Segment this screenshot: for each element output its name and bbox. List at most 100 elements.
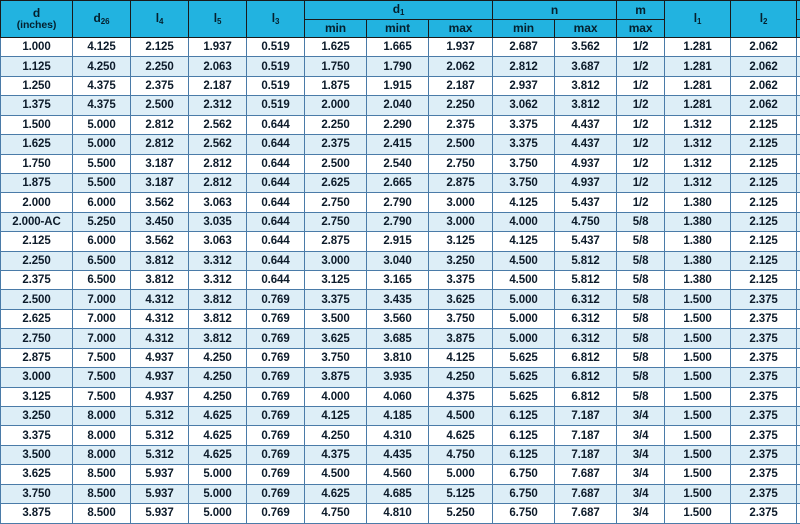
table-cell: 1.250 [1, 76, 73, 95]
table-cell: 5.000 [189, 504, 247, 523]
column-group-header-d1: d1 [305, 1, 493, 20]
table-cell: 6.750 [493, 484, 555, 503]
table-cell: 2.000 [305, 96, 367, 115]
table-cell: 1.750 [1, 154, 73, 173]
table-cell: 5.000 [73, 115, 131, 134]
table-cell: 4.437 [555, 135, 617, 154]
table-cell: 0.060 [797, 484, 800, 503]
table-cell: 1/2 [617, 135, 665, 154]
table-cell: 0.519 [247, 96, 305, 115]
table-cell: 2.125 [731, 115, 797, 134]
table-cell: 1.380 [665, 251, 731, 270]
table-cell: 0.040 [797, 173, 800, 192]
table-cell: 7.187 [555, 407, 617, 426]
table-cell: 1.380 [665, 271, 731, 290]
table-cell: 4.125 [493, 193, 555, 212]
table-cell: 5.312 [131, 445, 189, 464]
table-cell: 2.375 [731, 407, 797, 426]
table-cell: 0.644 [247, 232, 305, 251]
table-cell: 4.625 [189, 407, 247, 426]
table-cell: 3.000 [429, 212, 493, 231]
column-group-header-n: n [493, 1, 617, 20]
table-cell: 0.769 [247, 426, 305, 445]
table-cell: 5.812 [555, 271, 617, 290]
table-cell: 3.250 [1, 407, 73, 426]
table-cell: 0.644 [247, 212, 305, 231]
table-cell: 1.875 [305, 76, 367, 95]
column-header-l2: l2 [731, 1, 797, 38]
column-header-d: d (inches) [1, 1, 73, 38]
table-cell: 2.125 [731, 173, 797, 192]
table-cell: 7.500 [73, 387, 131, 406]
table-cell: 4.000 [493, 212, 555, 231]
table-cell: 5/8 [617, 232, 665, 251]
table-cell: 6.312 [555, 309, 617, 328]
table-cell: 3.000 [305, 251, 367, 270]
table-cell: 2.500 [305, 154, 367, 173]
table-cell: 2.812 [189, 173, 247, 192]
column-header-l5-subscript: 5 [217, 17, 221, 26]
table-cell: 2.562 [189, 115, 247, 134]
table-cell: 4.250 [189, 387, 247, 406]
table-cell: 2.250 [131, 57, 189, 76]
table-cell: 2.625 [305, 173, 367, 192]
table-cell: 0.060 [797, 309, 800, 328]
table-cell: 1.750 [305, 57, 367, 76]
table-cell: 4.435 [367, 445, 429, 464]
table-cell: 0.060 [797, 465, 800, 484]
table-cell: 0.519 [247, 76, 305, 95]
table-cell: 2.375 [731, 329, 797, 348]
table-cell: 2.040 [367, 96, 429, 115]
table-cell: 2.312 [189, 96, 247, 115]
table-cell: 5.000 [429, 465, 493, 484]
table-cell: 1.500 [665, 309, 731, 328]
table-cell: 7.187 [555, 445, 617, 464]
table-cell: 2.063 [189, 57, 247, 76]
table-cell: 6.125 [493, 426, 555, 445]
table-cell: 2.125 [731, 154, 797, 173]
table-cell: 1.500 [665, 387, 731, 406]
table-cell: 3.750 [493, 154, 555, 173]
table-cell: 0.769 [247, 309, 305, 328]
table-cell: 1/2 [617, 115, 665, 134]
table-cell: 6.000 [73, 193, 131, 212]
table-cell: 2.250 [1, 251, 73, 270]
table-cell: 1.500 [665, 329, 731, 348]
table-cell: 3.312 [189, 251, 247, 270]
table-cell: 3.687 [555, 57, 617, 76]
table-cell: 4.375 [429, 387, 493, 406]
table-cell: 4.125 [429, 348, 493, 367]
table-cell: 3.435 [367, 290, 429, 309]
table-cell: 2.790 [367, 212, 429, 231]
table-cell: 0.769 [247, 329, 305, 348]
table-cell: 2.125 [131, 38, 189, 57]
table-cell: 0.769 [247, 445, 305, 464]
table-cell: 0.060 [797, 290, 800, 309]
table-cell: 8.000 [73, 445, 131, 464]
table-cell: 5.000 [73, 135, 131, 154]
table-cell: 4.625 [305, 484, 367, 503]
table-cell: 2.125 [731, 212, 797, 231]
table-cell: 4.500 [493, 271, 555, 290]
table-cell: 1.281 [665, 57, 731, 76]
table-cell: 2.125 [731, 193, 797, 212]
table-cell: 5.000 [189, 484, 247, 503]
table-cell: 3.750 [493, 173, 555, 192]
table-cell: 3.562 [131, 232, 189, 251]
column-header-l5: l5 [189, 1, 247, 38]
table-cell: 3.500 [1, 445, 73, 464]
table-cell: 4.250 [429, 368, 493, 387]
table-cell: 0.644 [247, 173, 305, 192]
table-cell: 3.750 [1, 484, 73, 503]
table-cell: 0.060 [797, 348, 800, 367]
table-cell: 5/8 [617, 212, 665, 231]
table-header: d (inches) d26 l4 l5 l3 d1 n m [1, 1, 800, 38]
table-cell: 2.375 [731, 445, 797, 464]
